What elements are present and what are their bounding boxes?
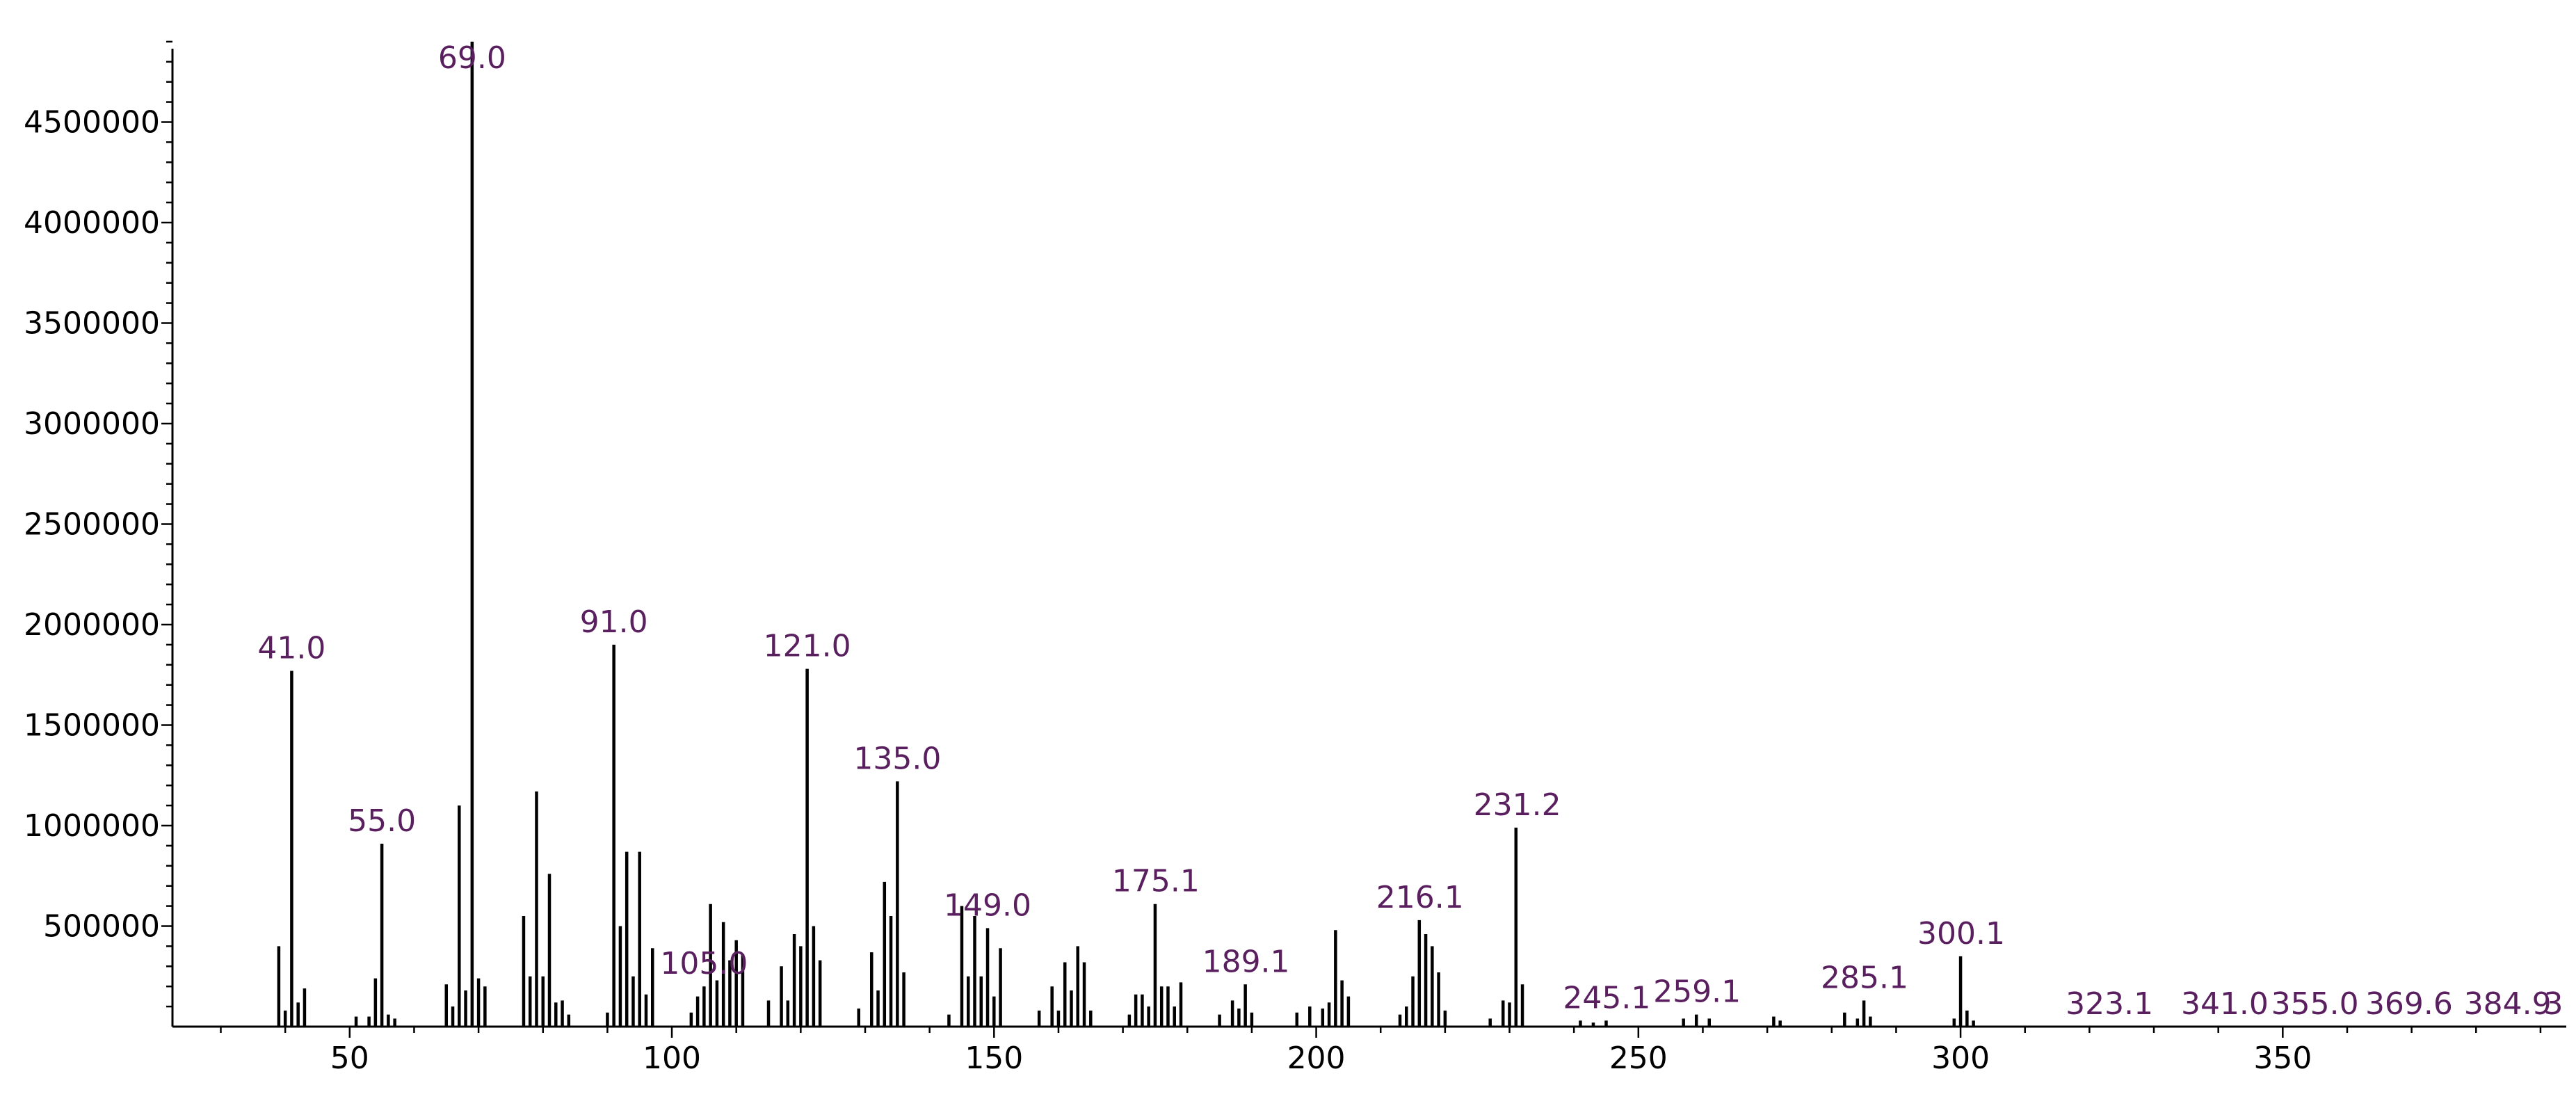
peak-label: 245.1: [1563, 980, 1650, 1015]
y-tick-label: 2500000: [24, 507, 160, 543]
peak-labels: 41.0 55.0 69.0 91.0 105.0 121.0 135.0 149.0 175.…: [257, 40, 2563, 1022]
peak-label: 135.0: [853, 741, 941, 776]
x-tick-label: 350: [2253, 1041, 2312, 1076]
y-tick-label: 3000000: [24, 406, 160, 442]
peak-label: 355.0: [2271, 986, 2359, 1022]
peak-label: 341.0: [2181, 986, 2269, 1022]
peak-label: 121.0: [764, 629, 851, 664]
x-tick-label: 300: [1931, 1041, 1990, 1076]
peak-label: 300.1: [1917, 916, 2005, 952]
peak-label: 259.1: [1653, 974, 1741, 1010]
peak-label: 3: [2543, 986, 2563, 1022]
y-tick-label: 1500000: [24, 708, 160, 744]
peak-label: 323.1: [2066, 986, 2153, 1022]
y-tick-label: 4500000: [24, 105, 160, 140]
spectrum-bars: [277, 41, 1975, 1027]
y-tick-label: 1000000: [24, 808, 160, 844]
peak-label: 231.2: [1474, 787, 1561, 823]
y-tick-label: 3500000: [24, 306, 160, 342]
y-tick-label: 4000000: [24, 205, 160, 241]
x-tick-label: 50: [330, 1041, 369, 1076]
peak-label: 285.1: [1821, 960, 1908, 995]
y-tick-label: 2000000: [24, 607, 160, 643]
x-tick-label: 250: [1609, 1041, 1668, 1076]
peak-label: 369.6: [2365, 986, 2453, 1022]
peak-label: 384.9: [2464, 986, 2552, 1022]
axes: 500000 1000000 1500000 2000000 2500000 300000…: [24, 40, 2566, 1076]
peak-label: 69.0: [438, 40, 506, 76]
peak-label: 91.0: [580, 604, 648, 640]
peak-label: 105.0: [660, 946, 748, 981]
x-tick-label: 100: [643, 1041, 701, 1076]
peak-label: 189.1: [1202, 944, 1290, 979]
peak-label: 149.0: [944, 888, 1031, 923]
x-tick-label: 200: [1287, 1041, 1346, 1076]
peak-label: 216.1: [1376, 880, 1464, 915]
peak-label: 55.0: [348, 803, 416, 839]
x-tick-label: 150: [965, 1041, 1023, 1076]
peak-label: 175.1: [1112, 864, 1200, 899]
y-tick-label: 500000: [43, 909, 160, 945]
peak-label: 41.0: [257, 630, 325, 666]
